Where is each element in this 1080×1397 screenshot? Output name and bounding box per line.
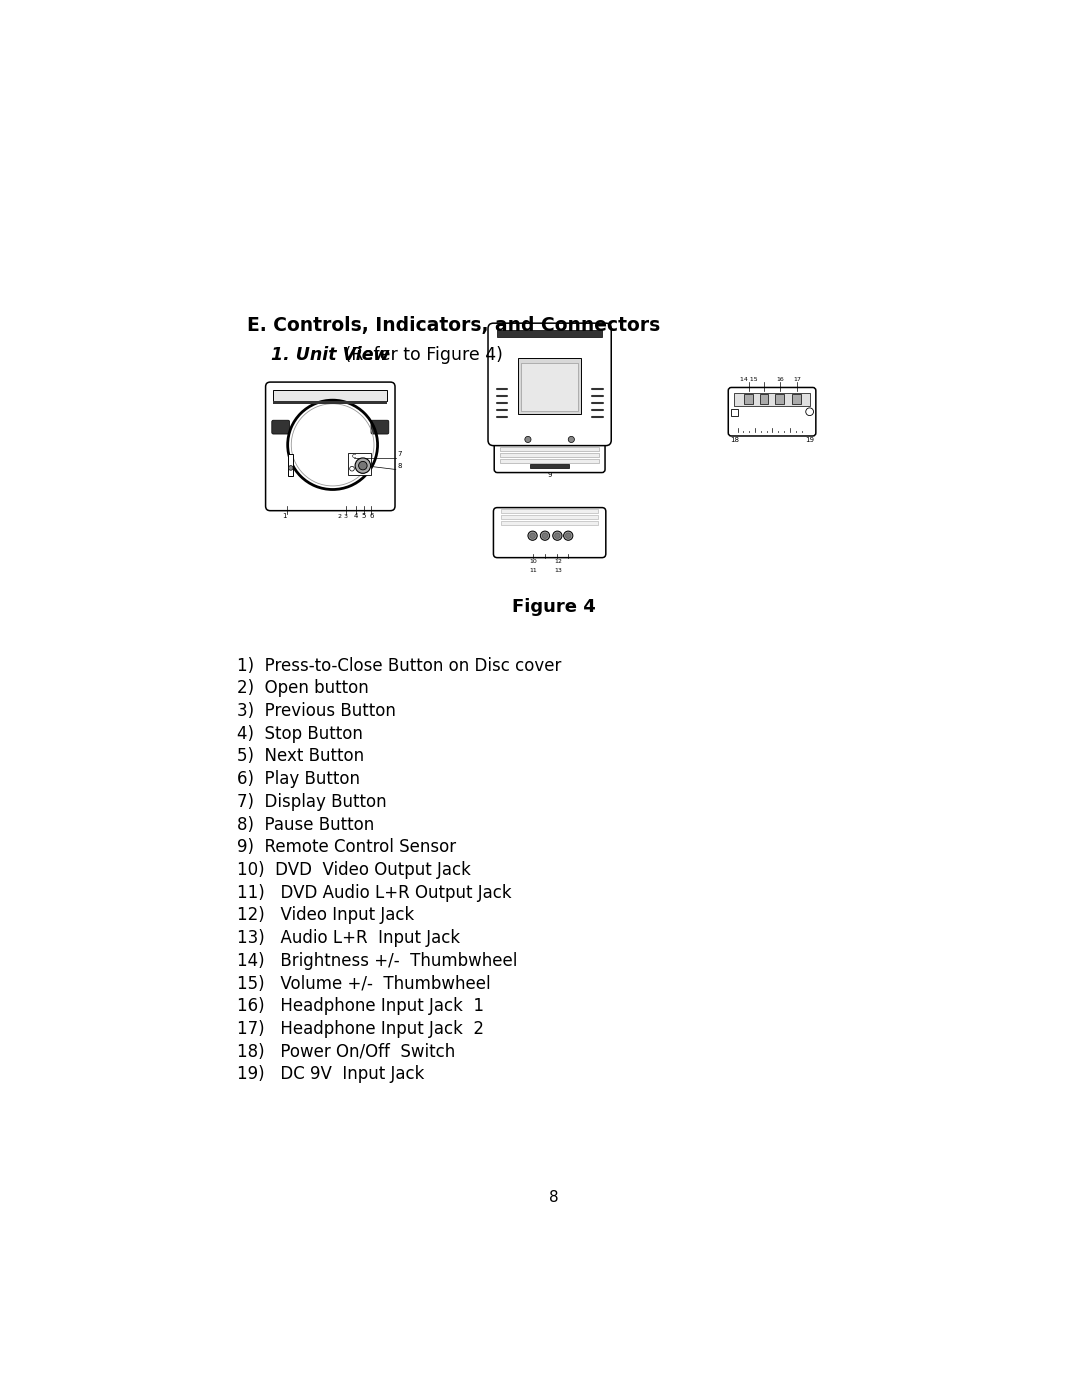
Circle shape — [806, 408, 813, 415]
Circle shape — [566, 534, 571, 538]
Circle shape — [564, 531, 572, 541]
Text: 19: 19 — [805, 437, 814, 443]
Bar — [501, 509, 598, 513]
Text: 17: 17 — [793, 377, 800, 381]
Text: 7)  Display Button: 7) Display Button — [238, 793, 387, 810]
FancyBboxPatch shape — [495, 437, 605, 472]
Text: 3)  Previous Button: 3) Previous Button — [238, 703, 396, 719]
Bar — [530, 464, 569, 468]
FancyBboxPatch shape — [266, 383, 395, 511]
Bar — [517, 358, 581, 414]
Bar — [501, 521, 598, 525]
Text: 11: 11 — [529, 569, 537, 573]
Text: 9: 9 — [548, 472, 552, 478]
FancyBboxPatch shape — [728, 387, 815, 436]
Text: 7: 7 — [397, 451, 402, 457]
Circle shape — [355, 458, 370, 474]
Text: 19)   DC 9V  Input Jack: 19) DC 9V Input Jack — [238, 1066, 424, 1084]
Circle shape — [359, 461, 367, 469]
Text: 15)   Volume +/-  Thumbwheel: 15) Volume +/- Thumbwheel — [238, 975, 491, 993]
Text: 6: 6 — [369, 513, 374, 518]
Text: 6)  Play Button: 6) Play Button — [238, 770, 361, 788]
Bar — [793, 394, 800, 404]
Text: 13)   Audio L+R  Input Jack: 13) Audio L+R Input Jack — [238, 929, 460, 947]
Text: 8)  Pause Button: 8) Pause Button — [238, 816, 375, 834]
Text: 1. Unit View: 1. Unit View — [271, 346, 389, 365]
Text: 4: 4 — [353, 513, 359, 518]
Circle shape — [540, 531, 550, 541]
Bar — [500, 453, 598, 457]
Bar — [500, 447, 598, 451]
Text: 17)   Headphone Input Jack  2: 17) Headphone Input Jack 2 — [238, 1020, 484, 1038]
Text: 11)   DVD Audio L+R Output Jack: 11) DVD Audio L+R Output Jack — [238, 884, 512, 901]
FancyBboxPatch shape — [488, 323, 611, 446]
Circle shape — [542, 534, 548, 538]
Text: 12: 12 — [554, 559, 562, 564]
Bar — [731, 409, 738, 416]
Circle shape — [288, 465, 293, 471]
Text: 4)  Stop Button: 4) Stop Button — [238, 725, 363, 743]
FancyBboxPatch shape — [372, 420, 389, 434]
Bar — [759, 394, 768, 404]
Text: 16: 16 — [775, 377, 784, 381]
Circle shape — [350, 467, 354, 471]
Text: 9)  Remote Control Sensor: 9) Remote Control Sensor — [238, 838, 457, 856]
Text: 18: 18 — [730, 437, 739, 443]
Bar — [500, 460, 598, 464]
Bar — [501, 515, 598, 518]
Text: E. Controls, Indicators, and Connectors: E. Controls, Indicators, and Connectors — [247, 316, 661, 335]
Text: 8: 8 — [549, 1190, 558, 1204]
Circle shape — [555, 534, 561, 538]
Text: 5)  Next Button: 5) Next Button — [238, 747, 364, 766]
Text: 5: 5 — [362, 513, 366, 518]
Text: 2)  Open button: 2) Open button — [238, 679, 369, 697]
Text: 13: 13 — [554, 569, 562, 573]
Circle shape — [530, 534, 536, 538]
Text: 10)  DVD  Video Output Jack: 10) DVD Video Output Jack — [238, 861, 471, 879]
Text: 2 3: 2 3 — [338, 514, 349, 518]
Bar — [348, 453, 372, 475]
Text: C: C — [352, 454, 356, 460]
Bar — [273, 390, 388, 401]
Circle shape — [568, 436, 575, 443]
Text: 1)  Press-to-Close Button on Disc cover: 1) Press-to-Close Button on Disc cover — [238, 657, 562, 675]
Bar — [775, 394, 784, 404]
Text: 8: 8 — [397, 462, 402, 469]
Bar — [744, 394, 753, 404]
Text: 14)   Brightness +/-  Thumbwheel: 14) Brightness +/- Thumbwheel — [238, 951, 517, 970]
Circle shape — [525, 436, 531, 443]
Text: Figure 4: Figure 4 — [512, 598, 595, 616]
Text: 18)   Power On/Off  Switch: 18) Power On/Off Switch — [238, 1042, 456, 1060]
Text: 16)   Headphone Input Jack  1: 16) Headphone Input Jack 1 — [238, 997, 484, 1016]
FancyBboxPatch shape — [272, 420, 289, 434]
Bar — [734, 393, 810, 407]
FancyBboxPatch shape — [494, 507, 606, 557]
Bar — [288, 454, 294, 475]
Circle shape — [553, 531, 562, 541]
Circle shape — [528, 531, 537, 541]
Text: 10: 10 — [529, 559, 537, 564]
Text: 14 15: 14 15 — [740, 377, 757, 381]
Text: (Refer to Figure 4): (Refer to Figure 4) — [339, 346, 502, 365]
Text: 1: 1 — [282, 513, 286, 518]
Bar — [497, 330, 602, 337]
Text: 12)   Video Input Jack: 12) Video Input Jack — [238, 907, 415, 925]
Bar — [521, 363, 578, 411]
Bar — [273, 401, 388, 404]
